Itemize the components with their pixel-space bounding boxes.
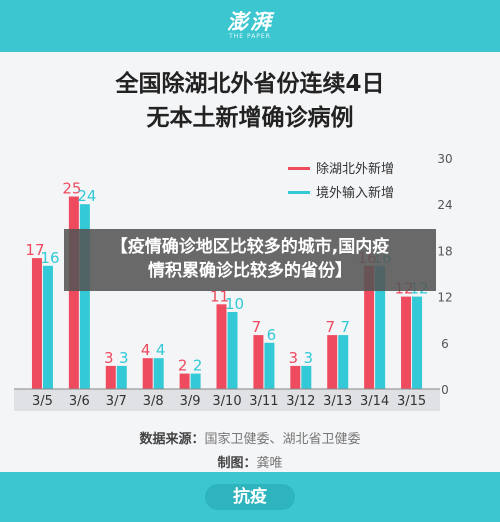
x-tick-label-3-10: 3/10 bbox=[212, 394, 241, 409]
caption-overlay: 【疫情确诊地区比较多的城市,国内疫 情积累确诊比较多的省份】 bbox=[64, 229, 436, 291]
bar-series1-3-11 bbox=[253, 335, 264, 389]
x-tick-label-3-11: 3/11 bbox=[249, 394, 278, 409]
data-label-series1-3-9: 2 bbox=[178, 357, 188, 375]
bar-series1-3-10 bbox=[216, 304, 227, 389]
bar-series1-3-9 bbox=[179, 373, 190, 389]
data-label-series2-3-8: 4 bbox=[156, 341, 166, 359]
y-tick-label-0: 0 bbox=[441, 383, 449, 397]
x-tick-label-3-5: 3/5 bbox=[32, 394, 53, 409]
y-tick-label-30: 30 bbox=[437, 152, 452, 166]
bar-series2-3-6 bbox=[79, 204, 90, 389]
legend-label-series-1: 除湖北外新增 bbox=[316, 161, 394, 177]
data-label-series2-3-6: 24 bbox=[77, 187, 96, 205]
bar-series1-3-14 bbox=[364, 265, 375, 389]
bar-series2-3-13 bbox=[338, 335, 349, 389]
bar-series2-3-12 bbox=[301, 365, 312, 389]
bar-series1-3-13 bbox=[327, 335, 338, 389]
overlay-line2: 情积累确诊比较多的省份】 bbox=[148, 261, 352, 281]
chart-maker: 制图：龚唯 bbox=[0, 452, 500, 471]
bar-chart: 除湖北外新增 境外输入新增 17162524334422111076337716… bbox=[14, 152, 453, 411]
data-source: 数据来源：国家卫健委、湖北省卫健委 bbox=[0, 428, 500, 447]
brand-logo: 澎湃 bbox=[227, 9, 273, 34]
data-label-series1-3-10: 11 bbox=[210, 287, 229, 305]
legend-swatch-series-1 bbox=[288, 167, 310, 170]
data-label-series1-3-11: 7 bbox=[252, 318, 262, 336]
header-bar: 澎湃 THE PAPER bbox=[0, 0, 500, 52]
legend-swatch-series-2 bbox=[288, 191, 310, 194]
brand-logo-subtitle: THE PAPER bbox=[229, 33, 271, 40]
x-tick-label-3-12: 3/12 bbox=[286, 394, 315, 409]
x-tick-label-3-13: 3/13 bbox=[323, 394, 352, 409]
chart-title-line2: 无本土新增确诊病例 bbox=[146, 105, 354, 131]
data-label-series2-3-7: 3 bbox=[119, 349, 129, 367]
data-label-series1-3-8: 4 bbox=[141, 341, 151, 359]
data-label-series1-3-12: 3 bbox=[289, 349, 299, 367]
chart-title-line1: 全国除湖北外省份连续4日 bbox=[115, 71, 385, 97]
bar-series2-3-7 bbox=[116, 365, 127, 389]
y-tick-label-24: 24 bbox=[437, 198, 452, 212]
x-tick-label-3-8: 3/8 bbox=[143, 394, 164, 409]
maker-label: 制图： bbox=[217, 456, 257, 471]
data-label-series2-3-10: 10 bbox=[225, 295, 244, 313]
data-label-series2-3-9: 2 bbox=[193, 357, 203, 375]
y-tick-label-12: 12 bbox=[437, 291, 452, 305]
bar-series2-3-9 bbox=[190, 373, 201, 389]
y-tick-label-18: 18 bbox=[437, 244, 452, 258]
data-label-series2-3-12: 3 bbox=[304, 349, 314, 367]
bar-series1-3-8 bbox=[142, 358, 153, 389]
x-tick-label-3-7: 3/7 bbox=[106, 394, 127, 409]
bar-series2-3-8 bbox=[153, 358, 164, 389]
maker-text: 龚唯 bbox=[256, 456, 283, 471]
bar-series1-3-5 bbox=[31, 258, 42, 389]
data-label-series2-3-5: 16 bbox=[40, 249, 59, 267]
x-tick-label-3-9: 3/9 bbox=[180, 394, 201, 409]
data-label-series1-3-6: 25 bbox=[62, 180, 81, 198]
bar-series2-3-14 bbox=[375, 265, 386, 389]
bar-series1-3-12 bbox=[290, 365, 301, 389]
overlay-line1: 【疫情确诊地区比较多的城市,国内疫 bbox=[110, 237, 390, 257]
legend-label-series-2: 境外输入新增 bbox=[316, 185, 394, 201]
y-tick-label-6: 6 bbox=[441, 337, 449, 351]
x-tick-label-3-15: 3/15 bbox=[397, 394, 426, 409]
x-tick-label-3-14: 3/14 bbox=[360, 394, 389, 409]
legend: 除湖北外新增 境外输入新增 bbox=[288, 161, 394, 201]
data-label-series1-3-13: 7 bbox=[325, 318, 335, 336]
data-label-series1-3-5: 17 bbox=[25, 241, 44, 259]
x-tick-label-3-6: 3/6 bbox=[69, 394, 90, 409]
bar-series1-3-6 bbox=[68, 196, 79, 389]
x-axis-band bbox=[14, 389, 440, 411]
bar-series1-3-7 bbox=[105, 365, 116, 389]
data-label-series1-3-7: 3 bbox=[104, 349, 114, 367]
bar-series2-3-11 bbox=[264, 342, 275, 389]
bar-series2-3-15 bbox=[412, 296, 423, 389]
bar-series1-3-15 bbox=[401, 296, 412, 389]
source-text: 国家卫健委、湖北省卫健委 bbox=[204, 432, 361, 447]
topic-tag[interactable]: 抗疫 bbox=[205, 484, 295, 510]
source-label: 数据来源： bbox=[139, 432, 205, 447]
footer-bar: 抗疫 bbox=[0, 472, 500, 522]
data-label-series2-3-13: 7 bbox=[340, 318, 350, 336]
data-label-series2-3-11: 6 bbox=[267, 326, 277, 344]
bar-series2-3-10 bbox=[227, 312, 238, 389]
bar-series2-3-5 bbox=[42, 265, 53, 389]
